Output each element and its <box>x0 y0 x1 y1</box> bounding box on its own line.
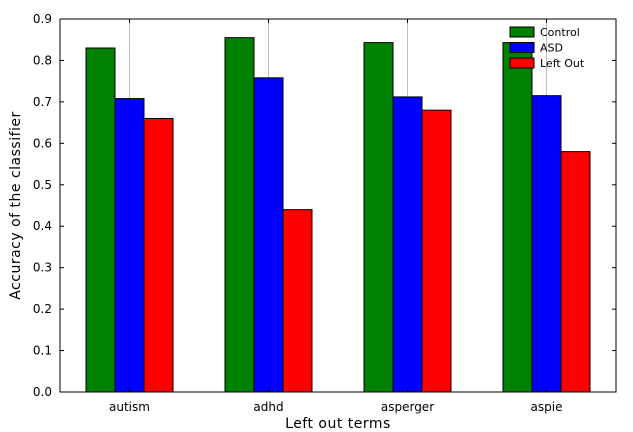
y-tick-label: 0.4 <box>33 219 52 233</box>
legend-swatch-control <box>509 26 535 38</box>
legend-label-asd: ASD <box>540 42 563 55</box>
y-tick-label: 0.3 <box>33 261 52 275</box>
x-tick-label-asperger: asperger <box>381 400 434 414</box>
x-axis-label: Left out terms <box>285 416 391 432</box>
bar-left-out-adhd <box>282 209 313 393</box>
x-axis: autism adhd asperger aspie <box>109 19 562 414</box>
bar-asd-adhd <box>253 77 284 393</box>
legend-label-control: Control <box>540 26 580 39</box>
y-tick-label: 0.2 <box>33 302 52 316</box>
y-axis-label: Accuracy of the classifier <box>8 111 24 300</box>
grid-layer <box>129 19 547 392</box>
legend: Control ASD Left Out <box>509 26 585 70</box>
bar-asd-asperger <box>392 96 423 393</box>
legend-swatch-asd <box>509 42 535 53</box>
y-tick-label: 0.6 <box>33 136 52 150</box>
bars-layer <box>85 37 591 393</box>
y-tick-label: 0.9 <box>33 12 52 26</box>
bar-left-out-autism <box>143 117 174 393</box>
x-tick-label-aspie: aspie <box>531 400 563 414</box>
x-tick-label-adhd: adhd <box>253 400 283 414</box>
y-tick-label: 0.7 <box>33 95 52 109</box>
bar-control-asperger <box>363 42 394 393</box>
legend-swatch-left-out <box>509 57 535 69</box>
legend-label-left-out: Left Out <box>540 57 585 70</box>
bar-asd-autism <box>114 98 145 393</box>
bar-control-adhd <box>224 37 255 393</box>
bar-left-out-asperger <box>421 109 452 393</box>
plot-frame <box>59 18 617 393</box>
bar-control-autism <box>85 47 116 393</box>
y-tick-label: 0.0 <box>33 385 52 399</box>
x-tick-label-autism: autism <box>109 400 150 414</box>
y-tick-label: 0.5 <box>33 178 52 192</box>
y-tick-label: 0.1 <box>33 344 52 358</box>
bar-left-out-aspie <box>560 151 591 393</box>
y-axis: 0.0 0.1 0.2 0.3 0.4 0.5 0.6 0.7 0.8 0.9 <box>33 12 616 399</box>
bar-asd-aspie <box>531 95 562 393</box>
bar-control-aspie <box>502 42 533 393</box>
y-tick-label: 0.8 <box>33 53 52 67</box>
